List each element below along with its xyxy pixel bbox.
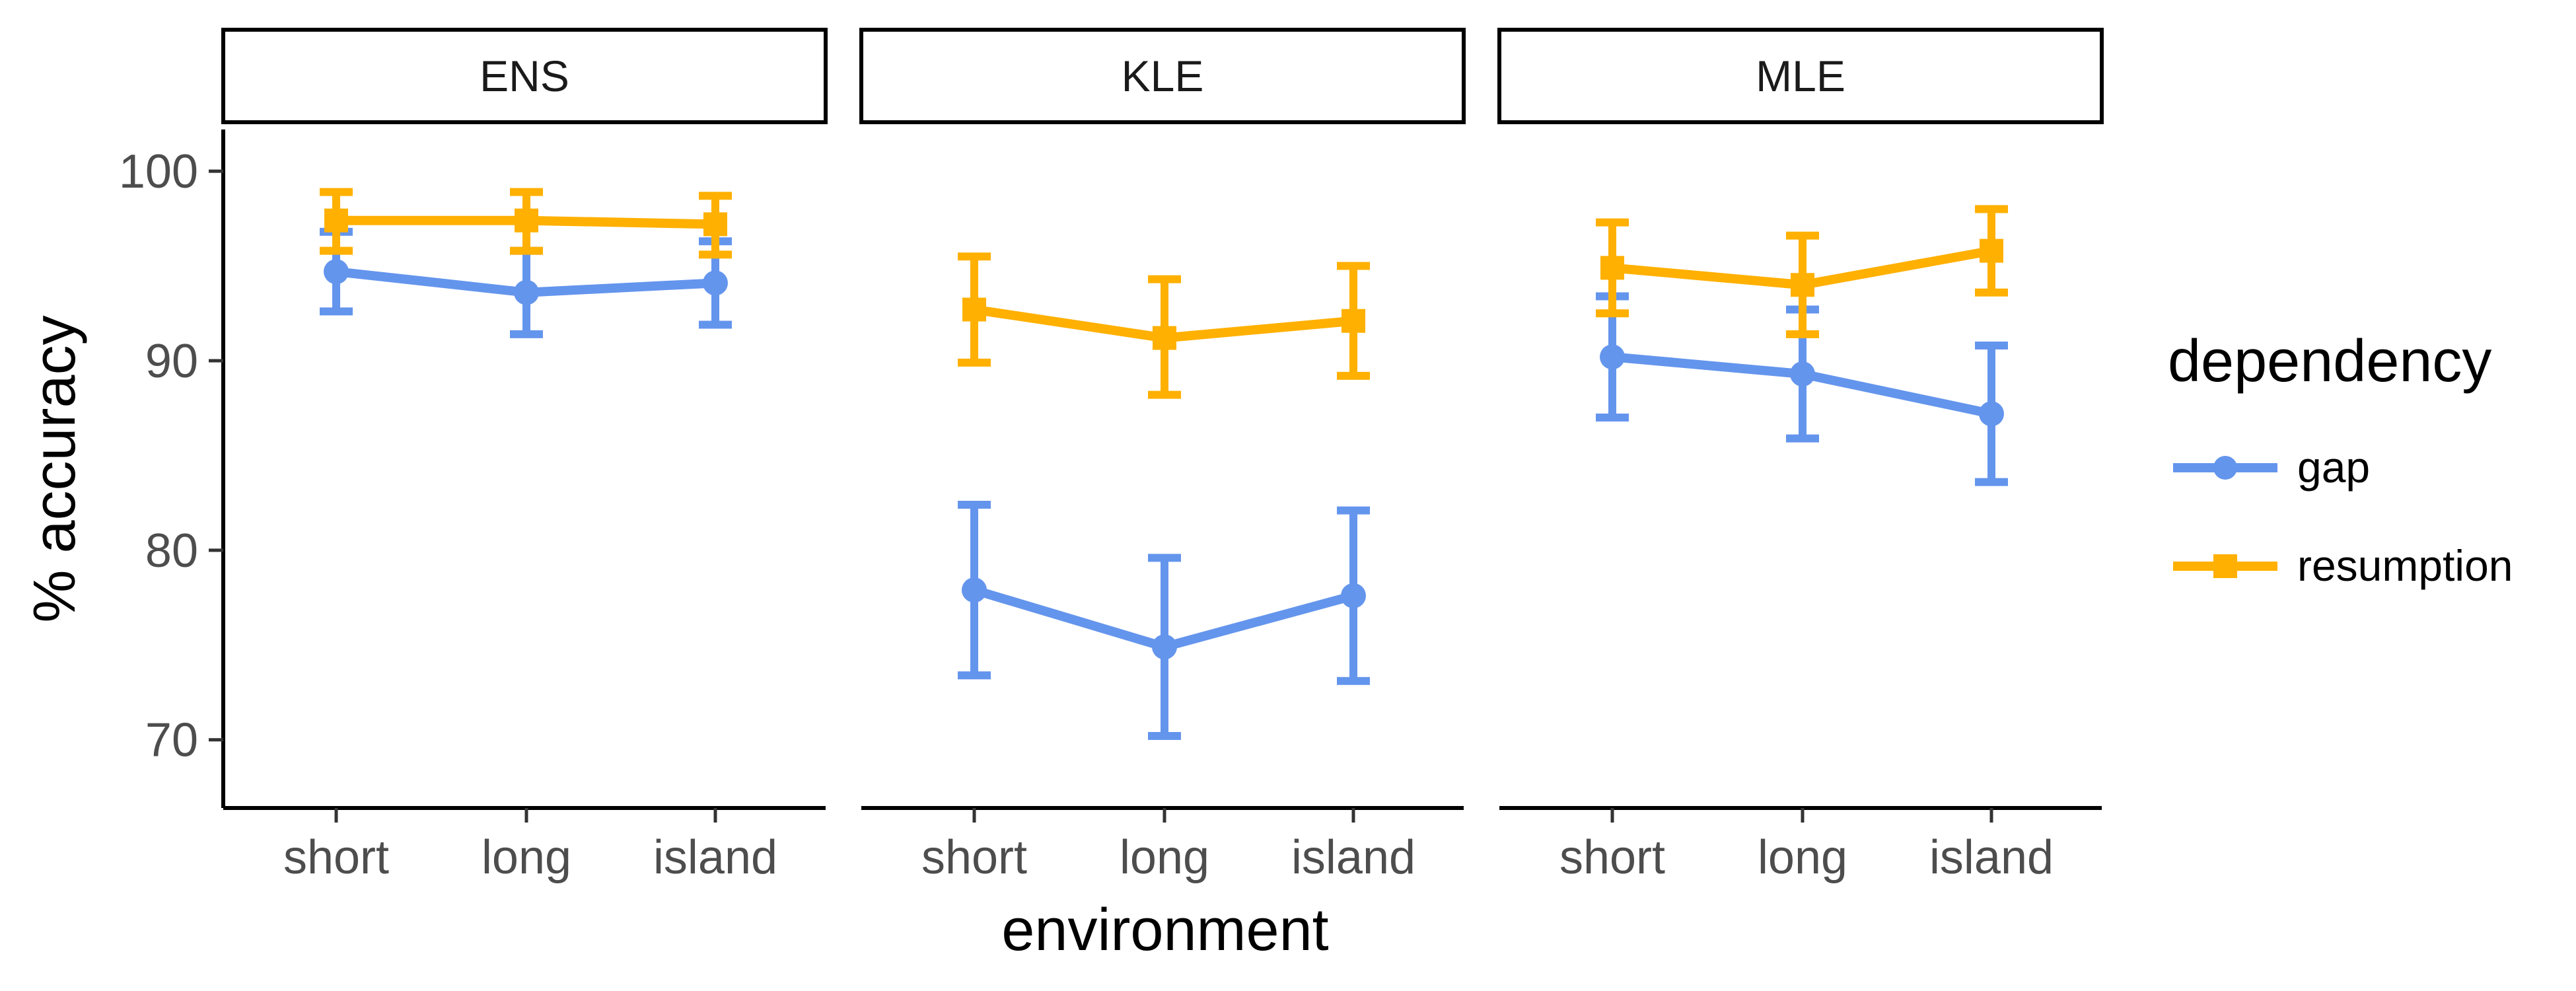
data-point (1790, 361, 1815, 387)
x-tick-label: short (283, 831, 389, 884)
facet-strip (859, 28, 1466, 124)
data-point (1341, 583, 1366, 608)
series-resumption (1596, 205, 2008, 338)
y-tick-label: 80 (145, 525, 198, 577)
x-tick-label: long (1758, 831, 1847, 884)
legend-title: dependency (2168, 328, 2491, 394)
data-point (1153, 326, 1176, 350)
legend-label-resumption: resumption (2297, 541, 2513, 590)
data-point (703, 212, 727, 237)
legend-key-gap-marker (2213, 456, 2237, 480)
chart-panels: ENS short long island KLE short long island MLE s… (221, 28, 2104, 884)
data-point (1791, 273, 1814, 297)
data-point (515, 208, 538, 233)
legend-label-gap: gap (2297, 443, 2370, 492)
data-point (962, 297, 986, 322)
data-point (1980, 239, 2003, 263)
panel-mle: MLE short long island (1497, 28, 2104, 884)
data-point (1152, 634, 1177, 660)
y-tick-label: 70 (145, 714, 198, 767)
x-tick-label: long (482, 831, 571, 884)
data-point (1979, 401, 2004, 427)
data-point (962, 577, 987, 603)
y-axis-title: % accuracy (22, 315, 88, 622)
legend-item-gap: gap (2173, 443, 2370, 492)
series-resumption (320, 188, 732, 259)
facet-strip-label: MLE (1756, 52, 1845, 100)
legend-key-resumption-marker (2213, 554, 2237, 578)
data-point (703, 270, 728, 296)
data-point (1600, 256, 1624, 280)
facet-strip-label: ENS (480, 52, 569, 100)
series-resumption (958, 252, 1370, 399)
legend: dependency gap resumption (2168, 328, 2513, 590)
facet-strip (1497, 28, 2104, 124)
panel-ens: ENS short long island (221, 28, 828, 884)
series-gap (958, 501, 1370, 740)
data-point (514, 279, 539, 305)
x-tick-label: short (1559, 831, 1665, 884)
panel-kle: KLE short long island (859, 28, 1466, 884)
legend-item-resumption: resumption (2173, 541, 2513, 590)
y-tick-label: 90 (145, 335, 198, 388)
x-tick-label: island (1929, 831, 2054, 884)
facet-strip-label: KLE (1122, 52, 1204, 100)
data-point (1342, 309, 1365, 333)
y-tick-label: 100 (119, 145, 198, 198)
x-axis-title: environment (1001, 897, 1328, 963)
data-point (324, 259, 349, 285)
facet-strip (221, 28, 828, 124)
y-axis: 70 80 90 100 (119, 145, 223, 767)
x-tick-label: long (1120, 831, 1209, 884)
data-point (1600, 344, 1625, 370)
data-point (324, 208, 348, 233)
x-tick-label: island (1291, 831, 1415, 884)
x-tick-label: short (921, 831, 1027, 884)
series-gap (1596, 292, 2008, 486)
x-tick-label: island (653, 831, 777, 884)
